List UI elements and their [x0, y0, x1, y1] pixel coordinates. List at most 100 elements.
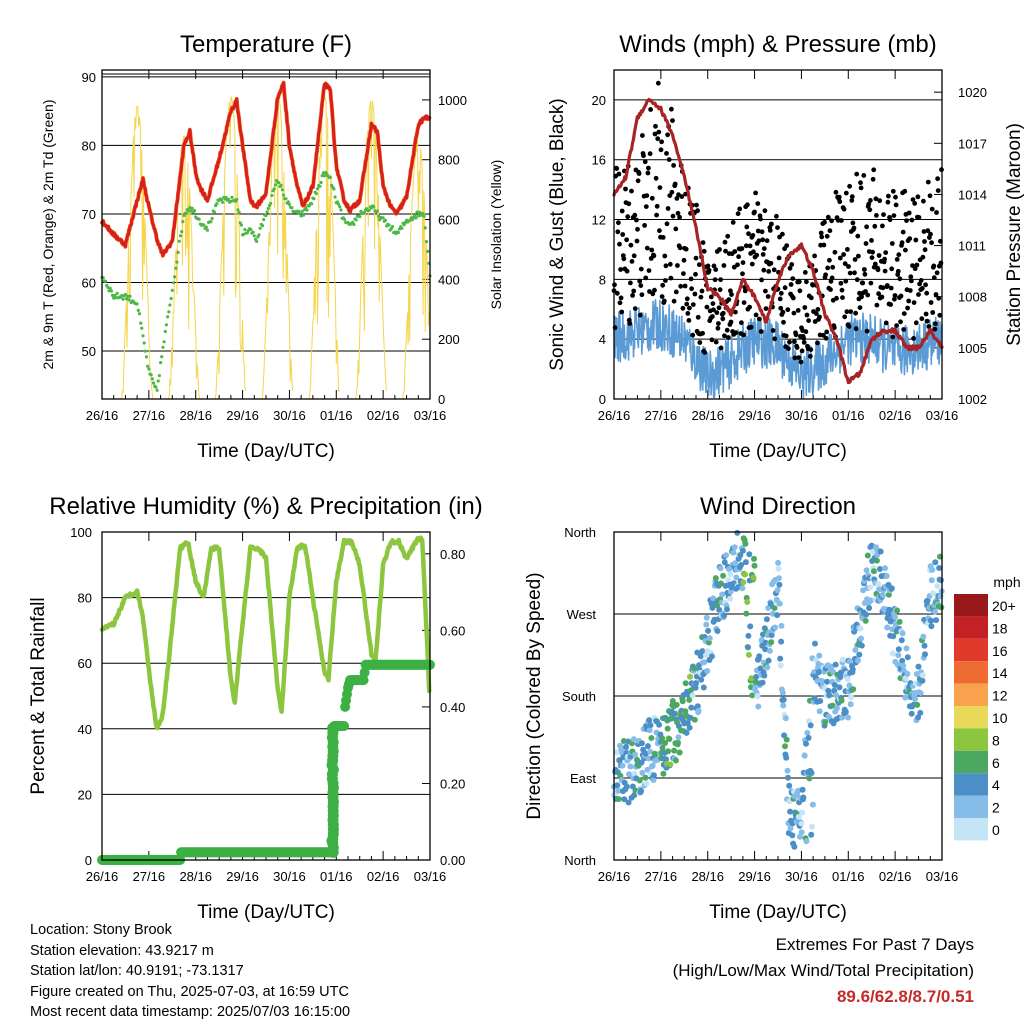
direction-point: [675, 739, 681, 746]
gust-point: [913, 320, 919, 326]
gust-point: [883, 320, 889, 326]
dewpoint-point: [390, 224, 395, 229]
dewpoint-point: [342, 217, 347, 222]
direction-point: [847, 701, 854, 708]
direction-point: [928, 623, 935, 630]
direction-point: [798, 820, 805, 827]
direction-point: [698, 676, 705, 683]
gust-point: [653, 175, 659, 181]
rainfall-point: [339, 721, 350, 731]
direction-point: [724, 606, 730, 613]
direction-point: [727, 571, 734, 578]
gust-point: [899, 240, 905, 246]
dewpoint-point: [304, 206, 308, 210]
gust-point: [833, 189, 839, 195]
gust-point: [758, 216, 763, 222]
gust-point: [687, 305, 692, 311]
gust-point: [857, 305, 863, 310]
gust-point: [778, 305, 784, 311]
gust-point: [716, 305, 722, 311]
rainfall-point: [358, 675, 369, 686]
gust-point: [913, 237, 919, 243]
dewpoint-point: [272, 187, 276, 191]
gust-point: [635, 226, 640, 232]
gust-point: [672, 181, 678, 187]
gust-point: [664, 221, 670, 227]
direction-point: [922, 651, 928, 658]
direction-point: [720, 572, 727, 579]
gust-point: [735, 262, 740, 268]
series-wind-direction: [611, 529, 945, 850]
dewpoint-point: [424, 240, 429, 244]
dewpoint-point: [181, 220, 185, 224]
solar-line: [167, 135, 201, 400]
gust-point: [829, 275, 835, 281]
dewpoint-point: [372, 205, 376, 209]
direction-point: [644, 743, 651, 750]
gust-point: [785, 307, 791, 313]
gust-point: [890, 334, 896, 340]
gust-point: [663, 278, 668, 283]
gust-point: [764, 238, 770, 244]
dewpoint-point: [305, 208, 309, 212]
direction-point: [937, 577, 944, 584]
gust-point: [838, 280, 844, 286]
gust-point: [884, 283, 890, 288]
dewpoint-point: [257, 233, 261, 237]
gust-point: [730, 220, 736, 225]
gust-point: [631, 253, 637, 259]
dewpoint-point: [151, 381, 156, 385]
gust-point: [841, 206, 847, 212]
dewpoint-point: [149, 373, 153, 377]
x-tick-label: 29/16: [226, 408, 259, 423]
gust-point: [854, 277, 860, 283]
x-tick-label: 03/16: [926, 869, 959, 884]
gust-point: [907, 236, 913, 242]
direction-point: [806, 775, 813, 782]
dewpoint-point: [155, 388, 159, 392]
colorbar-swatch: [954, 728, 988, 751]
direction-point: [753, 673, 760, 680]
gust-point: [894, 323, 899, 328]
dewpoint-point: [421, 212, 425, 216]
direction-point: [768, 639, 775, 646]
gust-point: [649, 247, 655, 253]
gust-point: [758, 329, 764, 334]
gust-point: [836, 194, 842, 200]
x-tick-label: 28/16: [179, 869, 212, 884]
gust-point: [931, 263, 937, 269]
gust-point: [877, 198, 883, 204]
gust-point: [720, 310, 726, 316]
gust-point: [928, 300, 934, 305]
gust-point: [934, 270, 940, 276]
chart-title: Temperature (F): [180, 31, 352, 58]
y2-tick-label: 0.00: [440, 853, 465, 868]
dewpoint-point: [126, 294, 130, 298]
direction-point: [919, 677, 926, 684]
direction-point: [903, 645, 910, 652]
gust-point: [930, 310, 936, 315]
gust-point: [690, 332, 696, 338]
dewpoint-point: [282, 193, 286, 197]
dewpoint-point: [178, 234, 183, 238]
dewpoint-point: [150, 377, 154, 381]
gust-point: [617, 241, 622, 247]
solar-line: [121, 105, 154, 400]
x-tick-label: 26/16: [598, 408, 631, 423]
gust-point: [910, 263, 915, 268]
colorbar-label: 14: [992, 665, 1008, 681]
gust-point: [787, 265, 793, 271]
dewpoint-point: [362, 210, 366, 214]
dewpoint-point: [157, 374, 161, 378]
gust-point: [842, 314, 848, 320]
dewpoint-point: [280, 188, 284, 192]
dewpoint-point: [290, 206, 294, 210]
gust-point: [821, 242, 827, 248]
gust-point: [872, 223, 878, 229]
solar-line: [214, 96, 247, 400]
direction-point: [754, 693, 761, 700]
direction-point: [775, 565, 782, 572]
gust-point: [790, 276, 796, 281]
direction-point: [855, 657, 861, 664]
gust-point: [932, 326, 938, 332]
